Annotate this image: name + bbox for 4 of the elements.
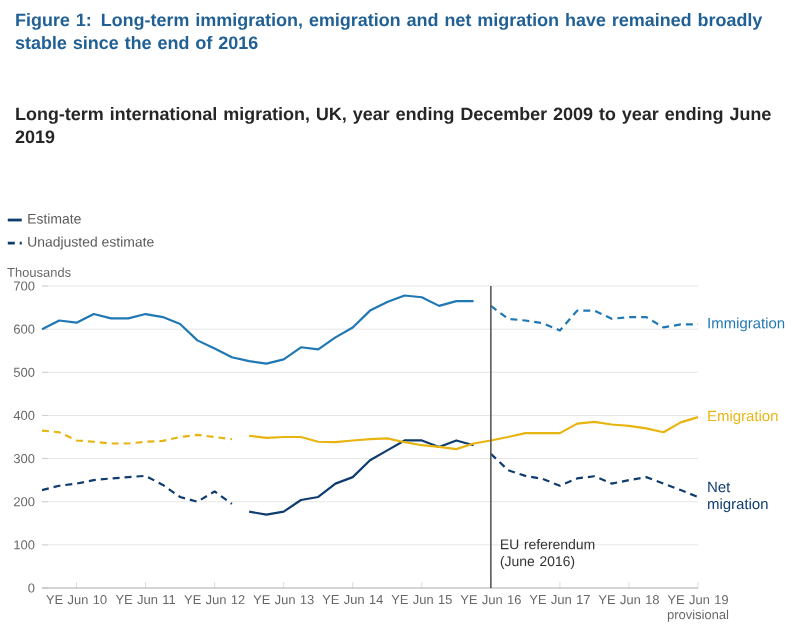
line-series [40, 294, 475, 365]
chart-title: Figure 1: Long-term immigration, emigration and net migration have remained broadly stable since the end of 2016 [15, 13, 763, 50]
chart-subtitle: Long-term international migration, UK, year ending December 2009 to year ending June 2019 [15, 107, 771, 144]
line-series [248, 439, 475, 516]
